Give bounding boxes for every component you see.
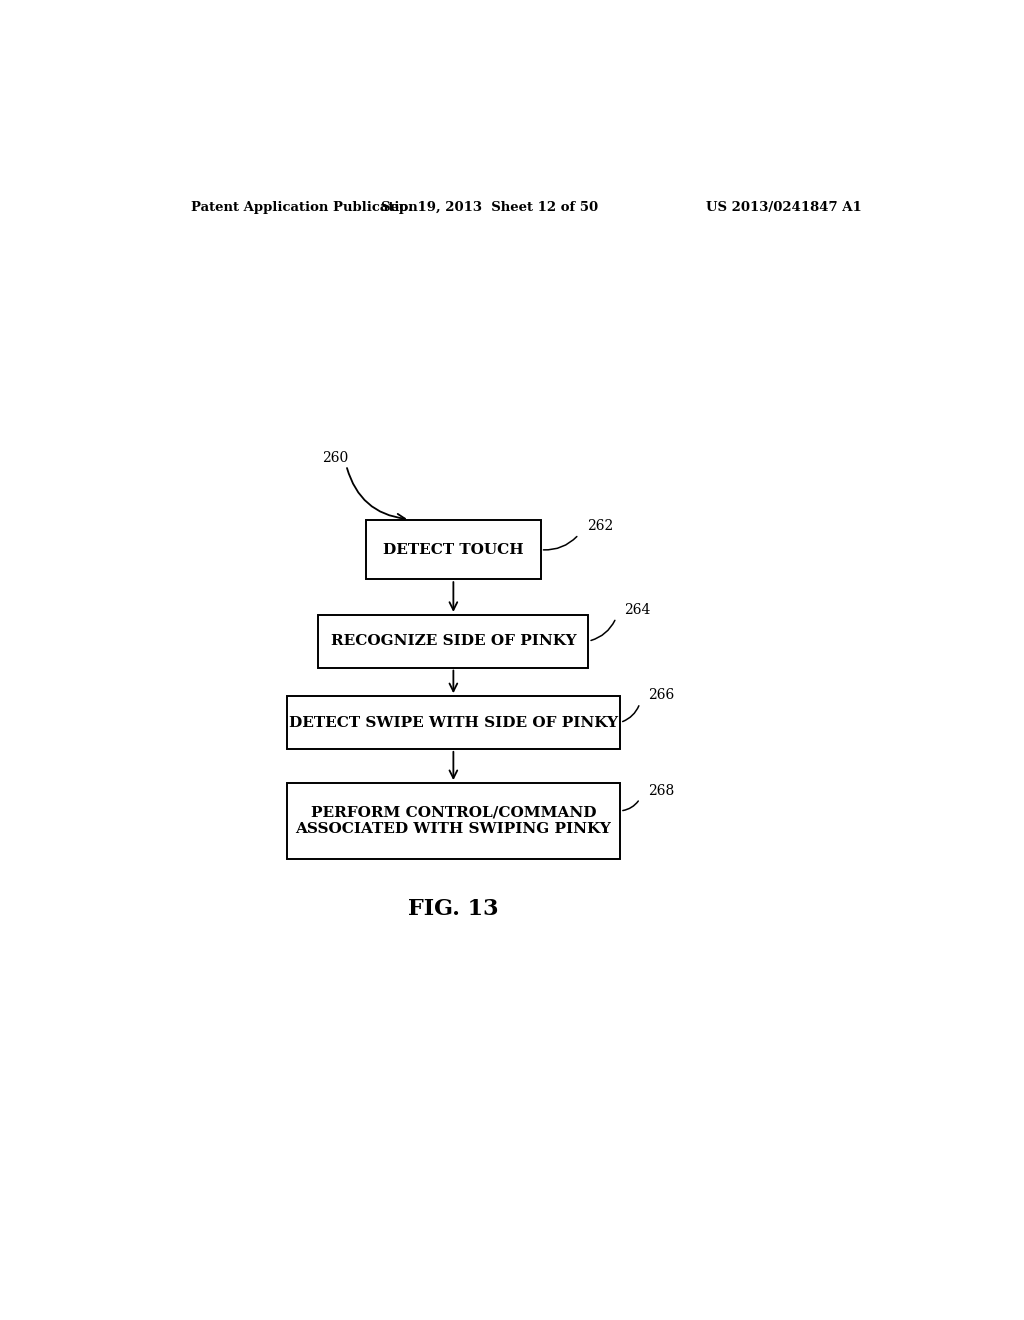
Text: 262: 262	[587, 519, 613, 533]
Text: Patent Application Publication: Patent Application Publication	[191, 201, 418, 214]
Text: 268: 268	[648, 784, 674, 797]
Text: 264: 264	[624, 603, 650, 616]
Bar	[367, 520, 541, 579]
Bar	[287, 696, 621, 748]
Text: DETECT SWIPE WITH SIDE OF PINKY: DETECT SWIPE WITH SIDE OF PINKY	[289, 715, 617, 730]
Text: FIG. 13: FIG. 13	[409, 898, 499, 920]
Bar	[287, 783, 621, 859]
Text: PERFORM CONTROL/COMMAND
ASSOCIATED WITH SWIPING PINKY: PERFORM CONTROL/COMMAND ASSOCIATED WITH …	[296, 807, 611, 836]
Bar	[318, 615, 588, 668]
Text: 260: 260	[323, 451, 349, 465]
Text: 266: 266	[648, 688, 674, 702]
Text: Sep. 19, 2013  Sheet 12 of 50: Sep. 19, 2013 Sheet 12 of 50	[381, 201, 598, 214]
Text: RECOGNIZE SIDE OF PINKY: RECOGNIZE SIDE OF PINKY	[331, 634, 577, 648]
Text: DETECT TOUCH: DETECT TOUCH	[383, 543, 523, 557]
Text: US 2013/0241847 A1: US 2013/0241847 A1	[707, 201, 862, 214]
